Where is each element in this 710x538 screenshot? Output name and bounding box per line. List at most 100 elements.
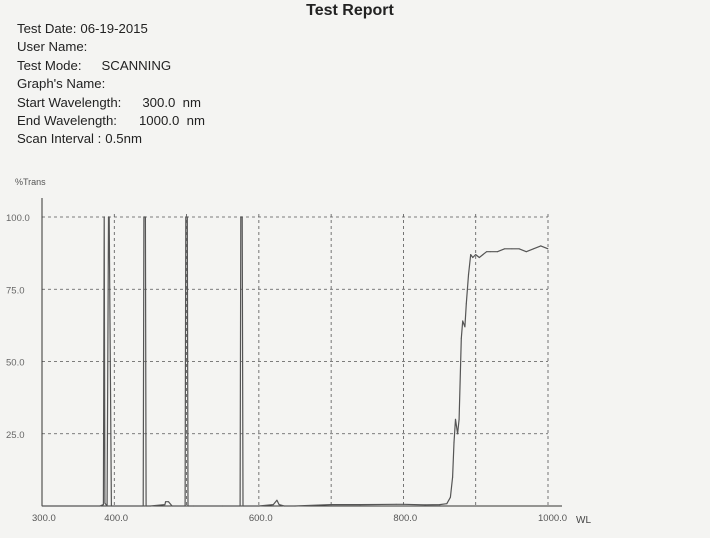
data-point <box>171 505 173 507</box>
data-point <box>454 418 457 420</box>
data-point <box>278 504 280 506</box>
data-point <box>460 337 462 339</box>
data-point <box>186 216 188 218</box>
end-wavelength-value: 1000.0 nm <box>138 113 205 129</box>
data-point <box>167 501 170 503</box>
data-point <box>402 503 404 505</box>
data-point <box>467 274 470 276</box>
data-point <box>511 248 513 250</box>
y-tick-label: 50.0 <box>6 358 25 369</box>
y-tick-label: 25.0 <box>6 430 25 441</box>
data-point <box>187 505 189 507</box>
test-date-value: 06-19-2015 <box>80 21 148 36</box>
grid-lines <box>42 214 549 506</box>
data-point <box>102 504 104 506</box>
data-point <box>452 476 454 478</box>
data-point <box>110 505 112 507</box>
data-point <box>258 505 260 507</box>
data-point <box>276 499 278 501</box>
data-point <box>241 216 243 218</box>
data-point <box>222 505 224 507</box>
user-name-row: User Name: <box>17 38 205 56</box>
start-wavelength-label: Start Wavelength: <box>17 94 122 110</box>
data-point <box>486 251 488 253</box>
scan-interval-row: Scan Interval :0.5nm <box>17 130 205 148</box>
scan-interval-value: 0.5nm <box>105 131 142 147</box>
chart-axes: %Trans WL <box>15 177 591 526</box>
data-point <box>143 216 145 218</box>
data-point <box>504 248 506 250</box>
scan-interval-label: Scan Interval : <box>17 131 102 147</box>
data-point <box>108 216 110 218</box>
test-mode-row: Test Mode: SCANNING <box>17 57 205 75</box>
data-point <box>330 504 332 506</box>
data-point <box>193 505 195 507</box>
data-point <box>149 505 151 507</box>
data-point <box>482 254 484 256</box>
test-date-row: Test Date: 06-19-2015 <box>17 20 205 38</box>
test-date-label: Test Date: <box>17 21 77 36</box>
data-point <box>532 248 535 250</box>
data-point <box>185 216 187 218</box>
data-point <box>489 251 491 253</box>
report-metadata: Test Date: 06-19-2015 User Name: Test Mod… <box>17 20 205 149</box>
x-tick-label: 600.0 <box>249 513 273 524</box>
data-point <box>518 248 520 250</box>
data-point <box>540 245 542 247</box>
data-point <box>239 505 241 507</box>
end-wavelength-label: End Wavelength: <box>17 113 117 129</box>
end-wavelength-row: End Wavelength: 1000.0 nm <box>17 112 205 130</box>
data-point <box>462 320 464 322</box>
graph-name-label: Graph's Name: <box>17 76 106 92</box>
test-mode-value: SCANNING <box>101 57 172 73</box>
data-point <box>470 254 472 256</box>
data-point <box>41 505 43 507</box>
data-point <box>294 505 296 507</box>
user-name-label: User Name: <box>17 39 88 55</box>
x-tick-label: 1000.0 <box>538 513 567 524</box>
data-point <box>164 504 166 506</box>
data-point <box>525 251 527 253</box>
data-point <box>439 504 441 506</box>
data-point <box>465 303 467 305</box>
data-point <box>449 496 451 498</box>
data-point <box>359 504 361 506</box>
report-title: Test Report <box>306 2 394 19</box>
start-wavelength-row: Start Wavelength: 300.0 nm <box>17 94 205 112</box>
data-point <box>472 256 474 259</box>
data-point <box>475 254 477 256</box>
data-point <box>446 503 448 505</box>
graph-name-row: Graph's Name: <box>17 75 205 93</box>
x-tick-label: 300.0 <box>32 513 56 524</box>
data-point <box>457 433 459 435</box>
tick-labels: 300.0 400.0 600.0 800.0 1000.0 25.0 50.0 75.0 10… <box>6 213 567 524</box>
data-point <box>453 441 455 443</box>
data-point <box>424 504 426 506</box>
x-tick-label: 400.0 <box>104 513 128 524</box>
y-axis-label: %Trans <box>15 177 46 187</box>
test-mode-label: Test Mode: <box>17 57 82 73</box>
data-point <box>106 505 108 507</box>
data-point <box>240 216 242 218</box>
data-point <box>144 216 146 218</box>
y-tick-label: 100.0 <box>6 213 30 224</box>
y-tick-label: 75.0 <box>6 285 25 296</box>
data-point <box>458 418 460 420</box>
data-point <box>272 504 274 506</box>
data-point <box>165 501 167 503</box>
data-point <box>184 505 186 507</box>
data-point <box>104 502 106 504</box>
data-point <box>547 248 549 250</box>
data-point <box>103 216 105 218</box>
data-point <box>145 505 147 507</box>
data-point <box>242 505 244 507</box>
data-point <box>99 505 101 507</box>
data-point <box>283 505 285 507</box>
data-point <box>496 251 498 253</box>
x-axis-label: WL <box>576 515 591 526</box>
data-point <box>142 505 144 507</box>
data-point <box>478 256 480 259</box>
start-wavelength-value: 300.0 nm <box>142 94 201 110</box>
